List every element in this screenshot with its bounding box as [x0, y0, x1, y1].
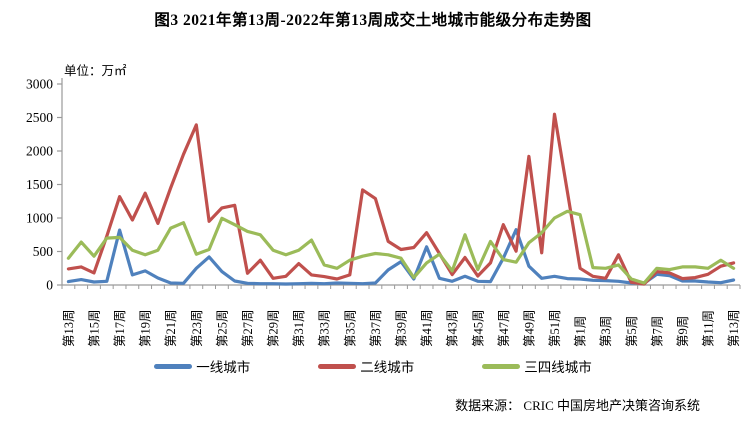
x-axis-tick-label: 第39周	[395, 309, 409, 347]
x-axis-tick-label: 第11周	[702, 310, 716, 347]
x-axis-tick-label: 第51周	[548, 309, 562, 347]
x-axis-tick-label: 第9周	[676, 316, 690, 347]
tier1-line-swatch	[154, 363, 193, 369]
x-axis-tick-label: 第7周	[650, 316, 664, 347]
x-axis-tick-label: 第15周	[87, 309, 101, 347]
legend: 一线城市 二线城市 三四线城市	[0, 356, 746, 376]
x-axis-tick-label: 第19周	[139, 309, 153, 347]
x-axis-tick-label: 第47周	[497, 309, 511, 347]
x-axis-tick-label: 第41周	[420, 309, 434, 347]
x-axis-tick-label: 第49周	[522, 309, 536, 347]
x-axis-tick-label: 第13周	[62, 309, 76, 347]
x-axis-tick-label: 第1周	[574, 316, 588, 347]
legend-label-tier1: 一线城市	[196, 360, 251, 375]
y-axis-tick-label: 1000	[26, 211, 53, 226]
x-axis-tick-label: 第5周	[625, 316, 639, 347]
legend-label-tier2: 二线城市	[360, 360, 415, 375]
series-line-2	[66, 209, 736, 285]
legend-item-tier2: 二线城市	[318, 356, 414, 376]
legend-label-tier34: 三四线城市	[524, 360, 592, 375]
series-line-1	[66, 112, 736, 286]
x-axis-tick-label: 第33周	[318, 309, 332, 347]
y-axis-tick-label: 500	[33, 244, 54, 259]
x-axis-tick-label: 第29周	[267, 309, 281, 347]
y-axis-tick-label: 3000	[26, 77, 53, 92]
x-axis-tick-label: 第31周	[292, 309, 306, 347]
x-axis-tick-label: 第45周	[471, 309, 485, 347]
x-axis-tick-label: 第37周	[369, 309, 383, 347]
chart-title: 图3 2021年第13周-2022年第13周成交土地城市能级分布走势图	[154, 12, 592, 29]
x-axis-tick-label: 第3周	[599, 316, 613, 347]
x-axis-tick-label: 第35周	[343, 309, 357, 347]
tier34-line-swatch	[482, 363, 521, 369]
x-axis-tick-label: 第27周	[241, 309, 255, 347]
x-axis-tick-label: 第23周	[190, 309, 204, 347]
x-axis-tick-label: 第13周	[727, 309, 741, 347]
y-axis-tick-label: 0	[46, 278, 53, 293]
x-axis-tick-label: 第21周	[164, 309, 178, 347]
series-line-0	[66, 228, 736, 286]
y-axis-tick-label: 2000	[26, 144, 53, 159]
data-source-note: 数据来源： CRIC 中国房地产决策咨询系统	[455, 398, 700, 413]
unit-label: 单位：万㎡	[64, 64, 127, 78]
y-axis-tick-label: 1500	[26, 177, 53, 192]
legend-item-tier1: 一线城市	[154, 356, 250, 376]
x-axis-tick-label: 第17周	[113, 309, 127, 347]
tier2-line-swatch	[318, 363, 357, 369]
legend-item-tier34: 三四线城市	[482, 356, 592, 376]
y-axis-tick-label: 2500	[26, 110, 53, 125]
x-axis-tick-label: 第25周	[215, 309, 229, 347]
x-axis-tick-label: 第43周	[446, 309, 460, 347]
